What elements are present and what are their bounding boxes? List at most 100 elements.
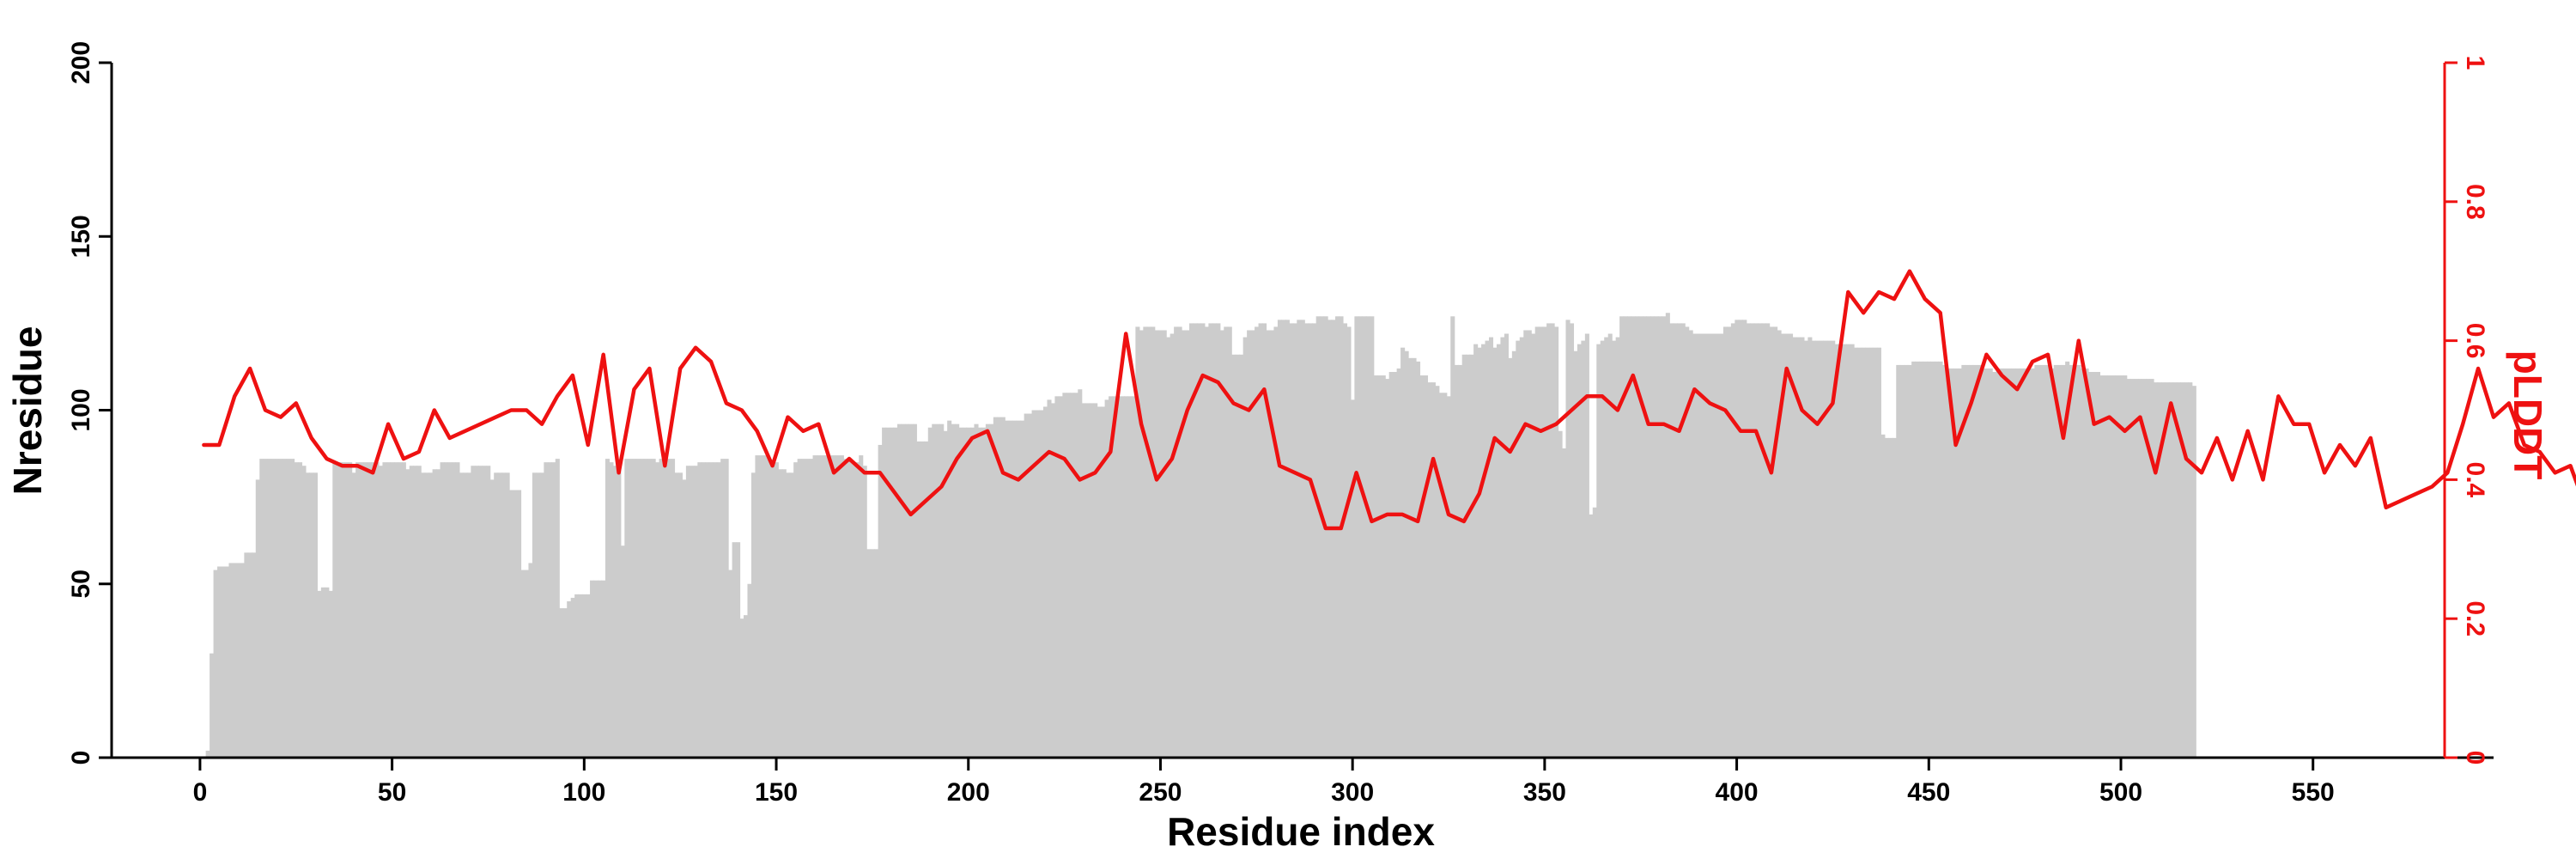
bar bbox=[471, 466, 476, 758]
bar bbox=[1146, 326, 1151, 758]
bar bbox=[2045, 364, 2050, 758]
bar bbox=[1623, 316, 1628, 758]
bar bbox=[351, 472, 356, 758]
bar bbox=[428, 472, 434, 758]
bar bbox=[205, 750, 210, 758]
bar bbox=[1039, 410, 1044, 758]
bar bbox=[1247, 330, 1252, 758]
bar bbox=[1031, 410, 1036, 758]
bar bbox=[1273, 326, 1279, 758]
bar bbox=[1927, 361, 1932, 758]
y-tick-label-left: 0 bbox=[67, 751, 95, 765]
bar bbox=[240, 563, 245, 758]
bar bbox=[224, 566, 230, 758]
bar bbox=[969, 427, 975, 758]
bar bbox=[932, 423, 937, 758]
bar bbox=[820, 455, 825, 758]
bar bbox=[2095, 372, 2100, 758]
bar bbox=[908, 423, 914, 758]
bar bbox=[1461, 354, 1467, 758]
bar bbox=[278, 459, 283, 758]
bar bbox=[1753, 323, 1759, 758]
bar bbox=[263, 459, 268, 758]
bar bbox=[1742, 320, 1747, 758]
bar bbox=[398, 462, 403, 758]
bar bbox=[705, 462, 710, 758]
bar bbox=[755, 455, 760, 758]
bar bbox=[305, 472, 311, 758]
bar bbox=[574, 594, 580, 758]
bar bbox=[1823, 340, 1828, 758]
bar bbox=[2123, 375, 2128, 758]
bar bbox=[413, 466, 418, 758]
bar bbox=[739, 618, 744, 758]
plddt-line bbox=[202, 269, 2576, 531]
bar bbox=[839, 455, 844, 758]
bar bbox=[1511, 350, 1516, 758]
bar bbox=[374, 462, 380, 758]
bar bbox=[1116, 396, 1121, 758]
bar bbox=[812, 455, 817, 758]
bar bbox=[1735, 320, 1740, 758]
bar bbox=[1216, 323, 1221, 758]
bar bbox=[1584, 333, 1589, 758]
bar bbox=[893, 427, 898, 758]
bar bbox=[1831, 340, 1836, 758]
bar bbox=[309, 472, 314, 758]
bar bbox=[1058, 396, 1063, 758]
bar bbox=[2030, 368, 2035, 758]
bar bbox=[2118, 375, 2123, 758]
bar bbox=[2191, 386, 2196, 758]
bar bbox=[1177, 326, 1182, 758]
bar bbox=[1104, 399, 1109, 758]
bar bbox=[612, 466, 617, 758]
bar bbox=[1727, 326, 1732, 758]
bar bbox=[927, 427, 933, 758]
bar bbox=[655, 462, 660, 758]
bar bbox=[1193, 323, 1198, 758]
bar bbox=[1696, 333, 1701, 758]
bar bbox=[2008, 368, 2013, 758]
bar bbox=[2176, 382, 2181, 758]
bar bbox=[1289, 323, 1294, 758]
bar bbox=[1450, 316, 1455, 758]
bar bbox=[298, 462, 303, 758]
bar bbox=[1335, 316, 1340, 758]
bar bbox=[317, 590, 322, 758]
bar bbox=[1446, 396, 1451, 758]
bar bbox=[1558, 430, 1563, 758]
bar bbox=[386, 462, 391, 758]
bar bbox=[1953, 368, 1959, 758]
bar bbox=[1127, 396, 1133, 758]
bar bbox=[1795, 337, 1801, 758]
bar bbox=[2134, 379, 2139, 758]
bar bbox=[359, 462, 364, 758]
bar bbox=[1258, 323, 1263, 758]
bar bbox=[1911, 361, 1917, 758]
bar bbox=[617, 462, 622, 758]
bar bbox=[451, 462, 457, 758]
bar bbox=[320, 587, 325, 758]
bar bbox=[340, 462, 345, 758]
bar bbox=[1269, 330, 1275, 758]
bar bbox=[847, 459, 852, 758]
bar bbox=[1738, 320, 1743, 758]
bar bbox=[1489, 337, 1494, 758]
bars-layer bbox=[205, 313, 2196, 758]
bar bbox=[1112, 396, 1117, 758]
bar bbox=[247, 552, 252, 758]
bar bbox=[1189, 323, 1194, 758]
bar bbox=[904, 423, 909, 758]
bar bbox=[332, 462, 337, 758]
bar bbox=[682, 479, 687, 758]
bar bbox=[1327, 320, 1333, 758]
bar bbox=[2050, 368, 2055, 758]
bar bbox=[1850, 344, 1855, 758]
bar bbox=[567, 600, 572, 758]
bar bbox=[1331, 320, 1336, 758]
bar bbox=[2034, 364, 2039, 758]
x-tick-label: 550 bbox=[2292, 778, 2335, 807]
bar bbox=[1550, 323, 1555, 758]
bar bbox=[494, 472, 499, 758]
